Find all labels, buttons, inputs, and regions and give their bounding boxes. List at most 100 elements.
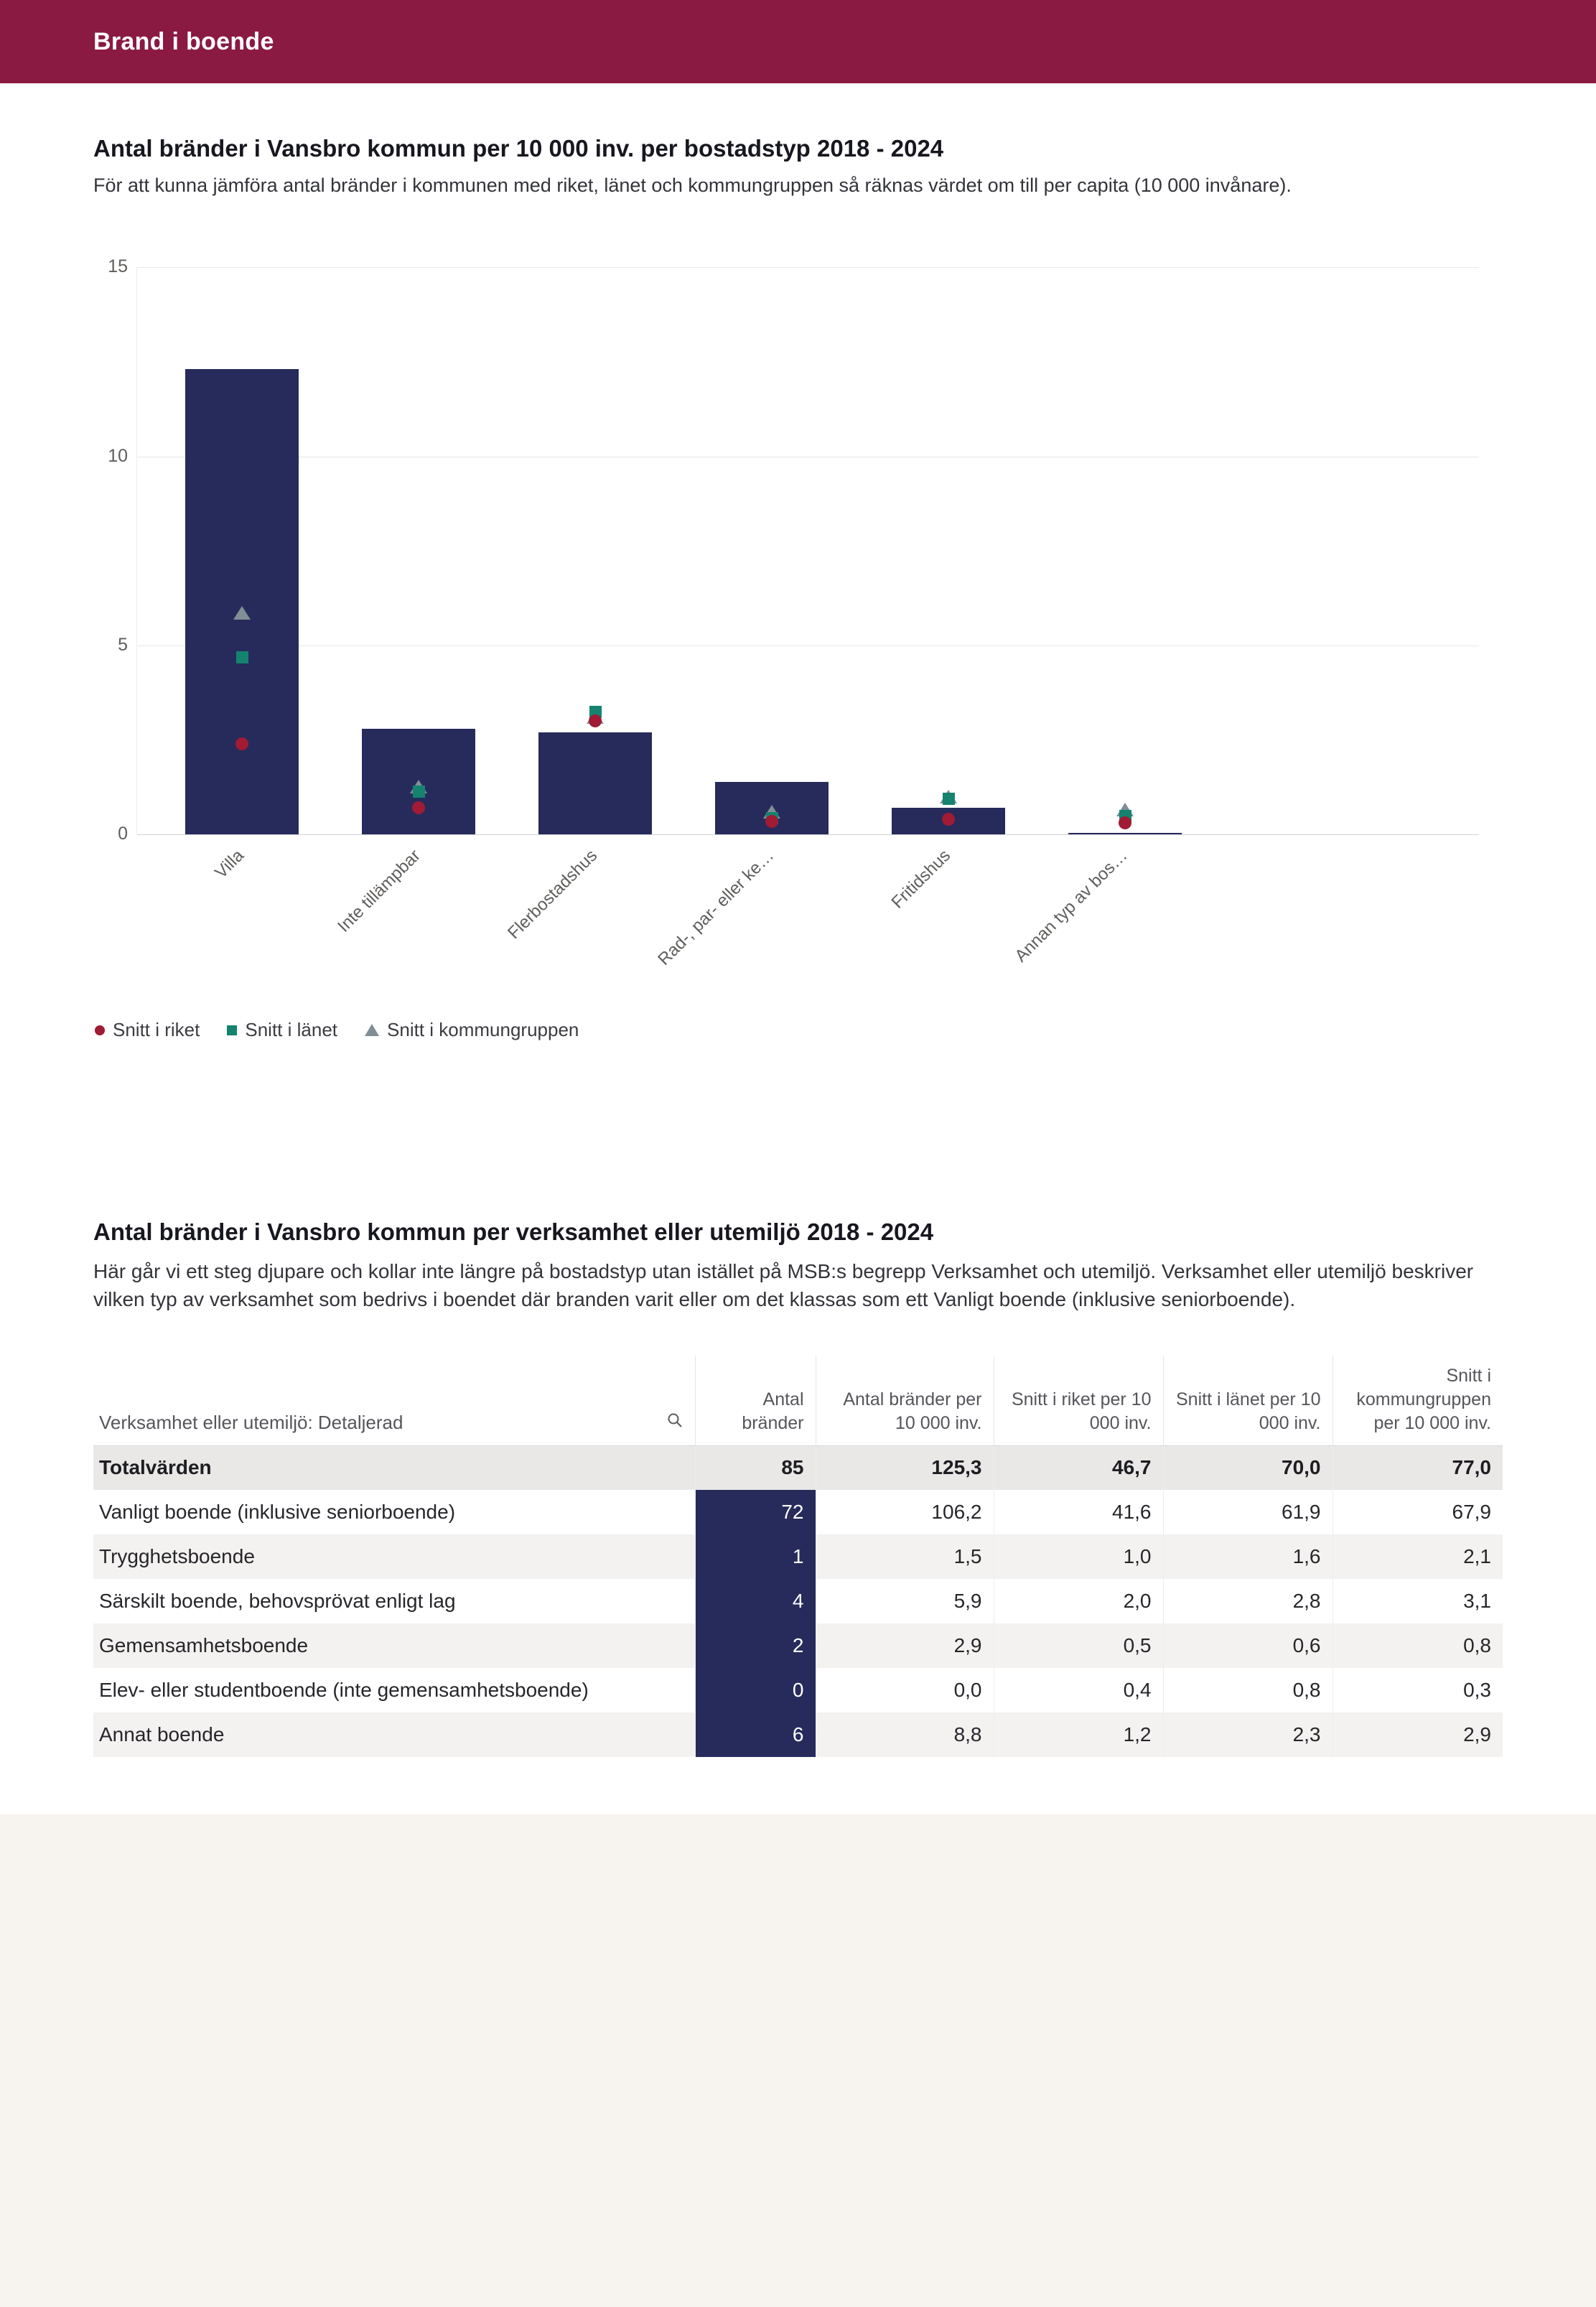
column-header[interactable]: Snitt i kommungruppen per 10 000 inv. <box>1332 1355 1503 1446</box>
chart-section-subtitle: För att kunna jämföra antal bränder i ko… <box>93 174 1292 196</box>
value-cell[interactable]: 0,8 <box>1332 1623 1503 1669</box>
value-cell[interactable]: 2,1 <box>1332 1534 1503 1580</box>
value-cell[interactable]: 1,2 <box>993 1712 1163 1758</box>
table-header-row: Verksamhet eller utemiljö: Detaljerad Ant… <box>93 1355 1503 1446</box>
value-cell[interactable]: 8,8 <box>815 1712 994 1758</box>
row-label[interactable]: Trygghetsboende <box>99 1545 255 1568</box>
value-cell[interactable]: 106,2 <box>815 1490 994 1535</box>
value-cell[interactable]: 1,6 <box>1162 1534 1333 1580</box>
gridline <box>137 267 1479 269</box>
first-column-header: Verksamhet eller utemiljö: Detaljerad <box>99 1410 683 1435</box>
x-axis-label-text: Inte tillämpbar <box>334 846 425 936</box>
table-row[interactable]: Trygghetsboende 1 1,5 1,0 1,6 2,1 <box>93 1534 1503 1580</box>
table-section-title: Antal bränder i Vansbro kommun per verks… <box>93 1218 934 1246</box>
legend-item[interactable]: Snitt i länet <box>227 1019 337 1041</box>
chart-bar[interactable] <box>185 369 299 835</box>
column-header[interactable]: Antal bränder per 10 000 inv. <box>815 1355 994 1446</box>
table-row[interactable]: Annat boende 6 8,8 1,2 2,3 2,9 <box>93 1712 1503 1758</box>
marker-circle-snitt-riket[interactable] <box>235 737 248 750</box>
column-header[interactable]: Snitt i riket per 10 000 inv. <box>993 1355 1163 1446</box>
value-cell[interactable]: 3,1 <box>1332 1579 1503 1624</box>
marker-circle-snitt-riket[interactable] <box>412 801 425 815</box>
value-cell[interactable]: 1,0 <box>993 1534 1163 1580</box>
value-cell[interactable]: 0,0 <box>815 1668 994 1713</box>
column-header[interactable]: Verksamhet eller utemiljö: Detaljerad <box>93 1355 695 1446</box>
triangle-icon <box>365 1024 380 1037</box>
antal-brander-cell[interactable]: 0 <box>694 1668 816 1713</box>
value-cell[interactable]: 0,4 <box>993 1668 1163 1713</box>
value-cell[interactable]: 125,3 <box>815 1445 994 1491</box>
row-label[interactable]: Gemensamhetsboende <box>99 1634 309 1657</box>
value-cell[interactable]: 0,8 <box>1162 1668 1333 1713</box>
search-icon[interactable] <box>666 1410 683 1435</box>
marker-square-snitt-lanet[interactable] <box>943 793 955 806</box>
report-content: Antal bränder i Vansbro kommun per 10 00… <box>0 83 1596 1815</box>
y-axis-tick-label: 0 <box>118 824 128 844</box>
bar-chart: Snitt i riket Snitt i länet Snitt i kommun… <box>93 249 1503 1061</box>
y-axis-tick-label: 5 <box>118 634 128 655</box>
marker-circle-snitt-riket[interactable] <box>942 813 955 826</box>
legend-label: Snitt i riket <box>113 1019 200 1041</box>
marker-triangle-snitt-kommungruppen[interactable] <box>233 606 251 620</box>
legend-item[interactable]: Snitt i kommungruppen <box>365 1019 579 1041</box>
antal-brander-cell[interactable]: 1 <box>694 1534 816 1580</box>
value-cell[interactable]: 0,6 <box>1162 1623 1333 1669</box>
chart-bar[interactable] <box>1068 832 1182 835</box>
page-header-bar: Brand i boende <box>0 0 1596 83</box>
chart-section-title: Antal bränder i Vansbro kommun per 10 00… <box>93 135 944 162</box>
table-row[interactable]: Särskilt boende, behovsprövat enligt lag… <box>93 1579 1503 1624</box>
marker-circle-snitt-riket[interactable] <box>1119 816 1131 830</box>
x-axis-line <box>137 834 1479 836</box>
value-cell[interactable]: 0,5 <box>993 1623 1163 1669</box>
legend-label: Snitt i länet <box>245 1019 338 1041</box>
chart-bar[interactable] <box>538 732 652 835</box>
antal-brander-cell[interactable]: 72 <box>694 1490 816 1535</box>
value-cell[interactable]: 41,6 <box>993 1490 1163 1535</box>
legend-item[interactable]: Snitt i riket <box>95 1019 200 1041</box>
verksamhet-table: Verksamhet eller utemiljö: Detaljerad Ant… <box>93 1355 1503 1758</box>
table-row[interactable]: Totalvärden 85 125,3 46,7 70,0 77,0 <box>93 1445 1503 1491</box>
value-cell[interactable]: 2,9 <box>815 1623 994 1669</box>
value-cell[interactable]: 5,9 <box>815 1579 994 1624</box>
antal-brander-cell[interactable]: 6 <box>694 1712 816 1758</box>
row-label[interactable]: Särskilt boende, behovsprövat enligt lag <box>99 1590 456 1613</box>
x-axis-label-text: Annan typ av bos… <box>1010 846 1131 966</box>
value-cell[interactable]: 2,8 <box>1162 1579 1333 1624</box>
value-cell[interactable]: 61,9 <box>1162 1490 1333 1535</box>
y-axis-tick-label: 10 <box>108 445 128 466</box>
value-cell[interactable]: 70,0 <box>1162 1445 1333 1491</box>
value-cell[interactable]: 77,0 <box>1332 1445 1503 1491</box>
square-icon <box>227 1025 238 1035</box>
marker-square-snitt-lanet[interactable] <box>413 785 425 798</box>
value-cell[interactable]: 46,7 <box>993 1445 1163 1491</box>
table-row[interactable]: Elev- eller studentboende (inte gemensam… <box>93 1668 1503 1713</box>
x-axis-label-text: Fritidshus <box>887 846 955 913</box>
page-title: Brand i boende <box>93 27 274 55</box>
x-axis-label-text: Villa <box>211 846 248 883</box>
marker-circle-snitt-riket[interactable] <box>589 714 602 728</box>
value-cell[interactable]: 0,3 <box>1332 1668 1503 1713</box>
marker-circle-snitt-riket[interactable] <box>765 814 778 828</box>
value-cell[interactable]: 2,9 <box>1332 1712 1503 1758</box>
row-label[interactable]: Totalvärden <box>99 1456 212 1479</box>
column-header[interactable]: Snitt i länet per 10 000 inv. <box>1162 1355 1333 1446</box>
table-row[interactable]: Gemensamhetsboende 2 2,9 0,5 0,6 0,8 <box>93 1623 1503 1669</box>
x-axis-label-text: Rad-, par- eller ke… <box>654 846 778 970</box>
x-axis-label-text: Flerbostadshus <box>503 846 602 943</box>
value-cell[interactable]: 2,3 <box>1162 1712 1333 1758</box>
circle-icon <box>95 1025 105 1035</box>
chart-plot-area <box>136 267 1479 836</box>
row-label[interactable]: Annat boende <box>99 1723 225 1746</box>
row-label[interactable]: Vanligt boende (inklusive seniorboende) <box>99 1501 456 1524</box>
value-cell[interactable]: 67,9 <box>1332 1490 1503 1535</box>
row-label[interactable]: Elev- eller studentboende (inte gemensam… <box>99 1679 589 1702</box>
value-cell[interactable]: 2,0 <box>993 1579 1163 1624</box>
antal-brander-cell[interactable]: 2 <box>694 1623 816 1669</box>
table-row[interactable]: Vanligt boende (inklusive seniorboende) 7… <box>93 1490 1503 1535</box>
marker-square-snitt-lanet[interactable] <box>236 651 248 663</box>
antal-brander-cell[interactable]: 4 <box>694 1579 816 1624</box>
column-header[interactable]: Antal bränder <box>694 1355 816 1446</box>
value-cell[interactable]: 1,5 <box>815 1534 994 1580</box>
antal-brander-cell[interactable]: 85 <box>694 1445 816 1491</box>
